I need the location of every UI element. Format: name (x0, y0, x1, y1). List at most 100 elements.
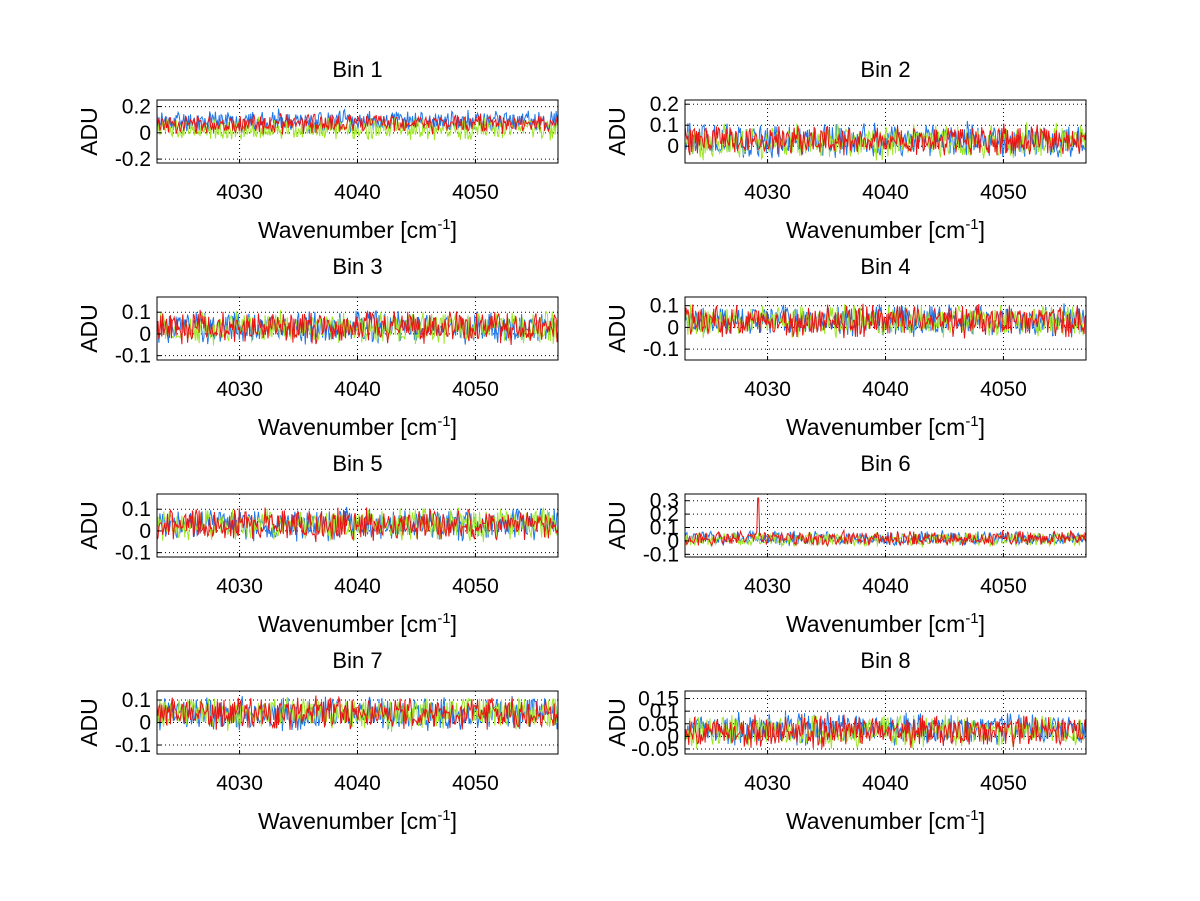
y-tick-label: -0.1 (115, 345, 151, 368)
panel-title: Bin 1 (332, 57, 382, 82)
series-red (157, 113, 558, 135)
series-green (157, 696, 558, 732)
x-axis-label-main: Wavenumber [cm (786, 217, 965, 243)
x-axis-label: Wavenumber [cm-1] (786, 413, 985, 440)
x-tick-label: 4050 (452, 181, 499, 204)
y-tick-label: 0 (139, 520, 151, 543)
x-tick-label: 4050 (980, 575, 1027, 598)
x-axis-label-superscript: -1 (437, 610, 450, 627)
y-tick-label: 0.1 (650, 700, 679, 723)
y-tick-label: -0.05 (631, 738, 679, 761)
x-axis-label: Wavenumber [cm-1] (786, 610, 985, 637)
panel-bin-5: 4030 4040 4050 -0.100.1 Bin 5 Wavenumber [cm-… (76, 451, 559, 637)
series-red (685, 714, 1086, 749)
y-tick-label: 0 (667, 725, 679, 748)
y-axis-label: ADU (604, 107, 630, 156)
x-axis-label-suffix: ] (451, 414, 457, 440)
x-axis-label-main: Wavenumber [cm (786, 808, 965, 834)
y-tick-label: 0 (139, 323, 151, 346)
y-tick-label: -0.1 (643, 338, 679, 361)
x-axis-label-superscript: -1 (437, 413, 450, 430)
x-axis-label-superscript: -1 (965, 807, 978, 824)
x-tick-label: 4030 (216, 181, 263, 204)
y-tick-label: 0.05 (638, 713, 679, 736)
x-axis-label-suffix: ] (451, 611, 457, 637)
y-tick-label: 0 (667, 316, 679, 339)
y-tick-label: -0.1 (643, 543, 679, 566)
x-tick-label: 4040 (862, 772, 909, 795)
y-tick-label: 0.1 (650, 517, 679, 540)
x-axis-label-superscript: -1 (965, 216, 978, 233)
y-tick-label: 0.1 (122, 689, 151, 712)
x-axis-label: Wavenumber [cm-1] (258, 413, 457, 440)
x-axis-label-suffix: ] (451, 808, 457, 834)
panel-bin-2: 4030 4040 4050 00.10.2 Bin 2 Wavenumber [cm-1… (604, 57, 1087, 243)
x-axis-label: Wavenumber [cm-1] (786, 216, 985, 243)
y-axis-label: ADU (604, 698, 630, 747)
series-red (157, 507, 558, 543)
y-tick-label: 0.1 (650, 295, 679, 318)
x-axis-label-main: Wavenumber [cm (258, 414, 437, 440)
y-tick-label: 0.1 (650, 114, 679, 137)
series-red (685, 303, 1086, 339)
y-axis-label: ADU (76, 107, 102, 156)
x-tick-label: 4040 (334, 772, 381, 795)
panel-title: Bin 3 (332, 254, 382, 279)
panel-bin-6: 4030 4040 4050 -0.100.10.20.3 Bin 6 Wavenumbe… (604, 451, 1087, 637)
panel-bin-4: 4030 4040 4050 -0.100.1 Bin 4 Wavenumber [cm-… (604, 254, 1087, 440)
x-tick-label: 4050 (452, 575, 499, 598)
x-axis-label: Wavenumber [cm-1] (258, 216, 457, 243)
axes-frame (684, 493, 1087, 558)
panel-title: Bin 8 (860, 648, 910, 673)
y-axis-label: ADU (76, 501, 102, 550)
series-red (685, 123, 1086, 156)
x-axis-label-main: Wavenumber [cm (258, 808, 437, 834)
y-tick-label: 0.2 (122, 96, 151, 119)
x-axis-label: Wavenumber [cm-1] (786, 807, 985, 834)
x-axis-label-suffix: ] (979, 217, 985, 243)
x-tick-label: 4050 (980, 378, 1027, 401)
x-axis-label-suffix: ] (979, 611, 985, 637)
panel-title: Bin 5 (332, 451, 382, 476)
panel-title: Bin 6 (860, 451, 910, 476)
x-tick-label: 4040 (334, 181, 381, 204)
x-axis-label-superscript: -1 (965, 610, 978, 627)
panel-bin-3: 4030 4040 4050 -0.100.1 Bin 3 Wavenumber [cm-… (76, 254, 559, 440)
x-tick-label: 4040 (862, 575, 909, 598)
panel-bin-1: 4030 4040 4050 -0.2 0 0.2 Bin 1 Wavenumber [cm-… (76, 57, 559, 243)
panel-title: Bin 7 (332, 648, 382, 673)
y-tick-label: -0.2 (115, 148, 151, 171)
x-axis-label-suffix: ] (979, 414, 985, 440)
y-tick-label: -0.1 (115, 542, 151, 565)
x-axis-label-superscript: -1 (965, 413, 978, 430)
y-tick-label: 0 (139, 122, 151, 145)
panel-title: Bin 4 (860, 254, 910, 279)
series-red (685, 497, 1086, 548)
x-axis-label: Wavenumber [cm-1] (258, 610, 457, 637)
x-axis-label: Wavenumber [cm-1] (258, 807, 457, 834)
x-axis-label-suffix: ] (979, 808, 985, 834)
x-tick-label: 4030 (744, 575, 791, 598)
x-tick-label: 4030 (216, 378, 263, 401)
y-axis-label: ADU (76, 698, 102, 747)
y-tick-label: 0.2 (650, 93, 679, 116)
x-tick-label: 4040 (334, 575, 381, 598)
x-tick-label: 4030 (744, 181, 791, 204)
y-tick-label: 0.2 (650, 503, 679, 526)
x-tick-label: 4030 (216, 575, 263, 598)
x-axis-label-superscript: -1 (437, 216, 450, 233)
x-axis-label-suffix: ] (451, 217, 457, 243)
x-tick-label: 4040 (862, 181, 909, 204)
x-axis-label-main: Wavenumber [cm (786, 414, 965, 440)
series-green (685, 122, 1086, 161)
x-axis-label-main: Wavenumber [cm (786, 611, 965, 637)
y-tick-label: 0 (139, 712, 151, 735)
axes-frame (156, 99, 559, 164)
y-axis-label: ADU (604, 501, 630, 550)
series-red (157, 309, 558, 346)
y-tick-label: 0.1 (122, 301, 151, 324)
panel-title: Bin 2 (860, 57, 910, 82)
x-tick-label: 4030 (744, 772, 791, 795)
